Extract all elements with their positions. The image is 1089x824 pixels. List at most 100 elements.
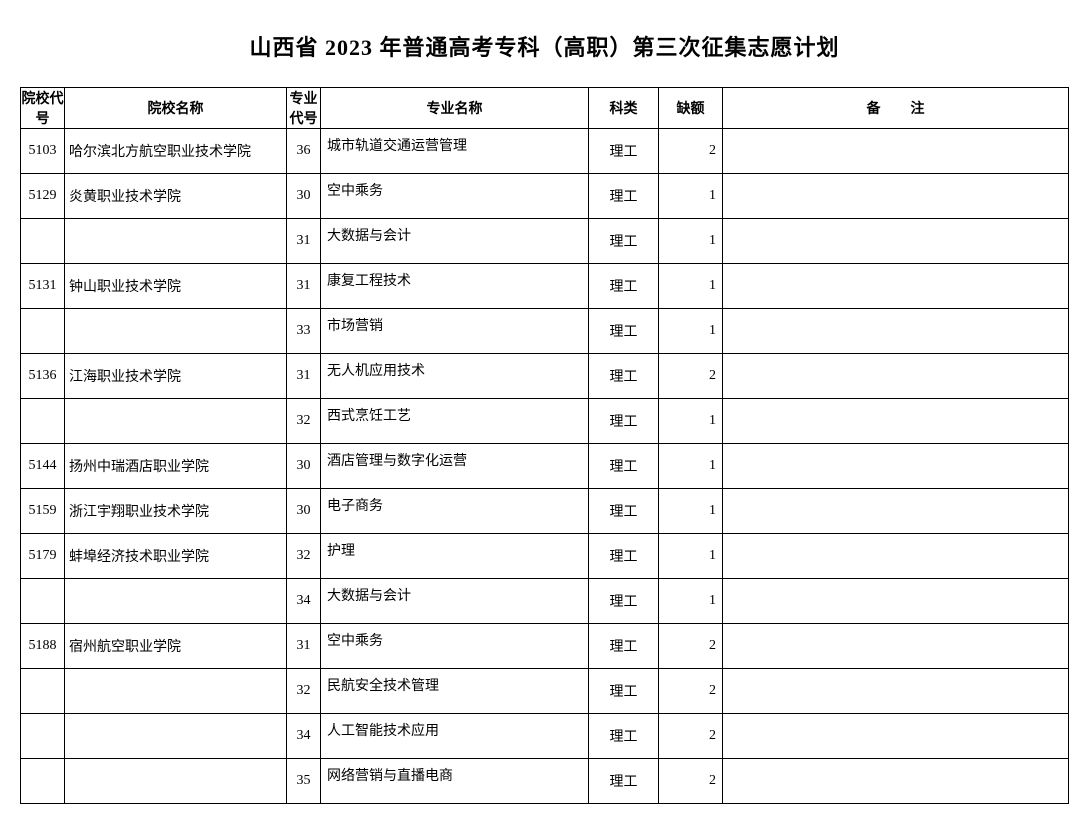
cell-school-code bbox=[21, 579, 65, 624]
cell-vacancy: 2 bbox=[659, 759, 723, 804]
cell-school-code: 5136 bbox=[21, 354, 65, 399]
cell-vacancy: 2 bbox=[659, 669, 723, 714]
table-row: 34大数据与会计理工1 bbox=[21, 579, 1069, 624]
cell-vacancy: 1 bbox=[659, 534, 723, 579]
cell-major-code: 35 bbox=[287, 759, 321, 804]
cell-major-name: 城市轨道交通运营管理 bbox=[321, 129, 589, 174]
cell-school-code: 5131 bbox=[21, 264, 65, 309]
cell-vacancy: 2 bbox=[659, 354, 723, 399]
cell-remark bbox=[723, 669, 1069, 714]
cell-category: 理工 bbox=[589, 534, 659, 579]
cell-major-code: 30 bbox=[287, 444, 321, 489]
cell-major-code: 31 bbox=[287, 264, 321, 309]
table-row: 34人工智能技术应用理工2 bbox=[21, 714, 1069, 759]
cell-category: 理工 bbox=[589, 489, 659, 534]
cell-major-code: 36 bbox=[287, 129, 321, 174]
col-header-school-code: 院校代号 bbox=[21, 88, 65, 129]
cell-remark bbox=[723, 489, 1069, 534]
cell-major-code: 31 bbox=[287, 624, 321, 669]
cell-school-code bbox=[21, 309, 65, 354]
cell-major-code: 33 bbox=[287, 309, 321, 354]
cell-vacancy: 1 bbox=[659, 174, 723, 219]
cell-school-name: 浙江宇翔职业技术学院 bbox=[65, 489, 287, 534]
page-title: 山西省 2023 年普通高考专科（高职）第三次征集志愿计划 bbox=[20, 30, 1069, 62]
cell-major-name: 康复工程技术 bbox=[321, 264, 589, 309]
cell-major-name: 酒店管理与数字化运营 bbox=[321, 444, 589, 489]
cell-vacancy: 1 bbox=[659, 444, 723, 489]
cell-school-name: 江海职业技术学院 bbox=[65, 354, 287, 399]
cell-remark bbox=[723, 444, 1069, 489]
cell-major-code: 30 bbox=[287, 489, 321, 534]
cell-category: 理工 bbox=[589, 174, 659, 219]
cell-vacancy: 1 bbox=[659, 399, 723, 444]
cell-vacancy: 1 bbox=[659, 489, 723, 534]
cell-major-name: 人工智能技术应用 bbox=[321, 714, 589, 759]
table-row: 5136江海职业技术学院31无人机应用技术理工2 bbox=[21, 354, 1069, 399]
cell-school-code bbox=[21, 399, 65, 444]
cell-vacancy: 2 bbox=[659, 714, 723, 759]
cell-major-name: 空中乘务 bbox=[321, 624, 589, 669]
table-row: 32民航安全技术管理理工2 bbox=[21, 669, 1069, 714]
cell-major-name: 民航安全技术管理 bbox=[321, 669, 589, 714]
cell-category: 理工 bbox=[589, 309, 659, 354]
cell-school-name bbox=[65, 669, 287, 714]
table-row: 33市场营销理工1 bbox=[21, 309, 1069, 354]
table-header-row: 院校代号 院校名称 专业代号 专业名称 科类 缺额 备注 bbox=[21, 88, 1069, 129]
cell-vacancy: 1 bbox=[659, 264, 723, 309]
cell-vacancy: 1 bbox=[659, 309, 723, 354]
table-row: 5159浙江宇翔职业技术学院30电子商务理工1 bbox=[21, 489, 1069, 534]
cell-major-code: 32 bbox=[287, 534, 321, 579]
cell-category: 理工 bbox=[589, 399, 659, 444]
cell-major-name: 西式烹饪工艺 bbox=[321, 399, 589, 444]
col-header-vacancy: 缺额 bbox=[659, 88, 723, 129]
cell-major-name: 护理 bbox=[321, 534, 589, 579]
cell-school-code: 5179 bbox=[21, 534, 65, 579]
cell-vacancy: 1 bbox=[659, 579, 723, 624]
cell-major-name: 大数据与会计 bbox=[321, 219, 589, 264]
plan-table: 院校代号 院校名称 专业代号 专业名称 科类 缺额 备注 5103哈尔滨北方航空… bbox=[20, 87, 1069, 804]
cell-school-code bbox=[21, 759, 65, 804]
cell-category: 理工 bbox=[589, 354, 659, 399]
cell-major-name: 电子商务 bbox=[321, 489, 589, 534]
cell-school-name bbox=[65, 714, 287, 759]
cell-remark bbox=[723, 354, 1069, 399]
cell-school-name: 宿州航空职业学院 bbox=[65, 624, 287, 669]
cell-category: 理工 bbox=[589, 669, 659, 714]
col-header-school-name: 院校名称 bbox=[65, 88, 287, 129]
cell-category: 理工 bbox=[589, 624, 659, 669]
table-row: 5129炎黄职业技术学院30空中乘务理工1 bbox=[21, 174, 1069, 219]
cell-remark bbox=[723, 309, 1069, 354]
cell-major-code: 30 bbox=[287, 174, 321, 219]
cell-major-name: 空中乘务 bbox=[321, 174, 589, 219]
cell-school-code bbox=[21, 714, 65, 759]
table-row: 5103哈尔滨北方航空职业技术学院36城市轨道交通运营管理理工2 bbox=[21, 129, 1069, 174]
col-header-major-code: 专业代号 bbox=[287, 88, 321, 129]
cell-remark bbox=[723, 174, 1069, 219]
cell-school-name bbox=[65, 399, 287, 444]
cell-major-code: 32 bbox=[287, 669, 321, 714]
cell-major-code: 31 bbox=[287, 354, 321, 399]
table-row: 5131钟山职业技术学院31康复工程技术理工1 bbox=[21, 264, 1069, 309]
col-header-major-name: 专业名称 bbox=[321, 88, 589, 129]
cell-remark bbox=[723, 129, 1069, 174]
cell-school-name: 扬州中瑞酒店职业学院 bbox=[65, 444, 287, 489]
col-header-category: 科类 bbox=[589, 88, 659, 129]
cell-school-code: 5188 bbox=[21, 624, 65, 669]
cell-vacancy: 2 bbox=[659, 624, 723, 669]
cell-category: 理工 bbox=[589, 219, 659, 264]
cell-vacancy: 2 bbox=[659, 129, 723, 174]
cell-school-code: 5159 bbox=[21, 489, 65, 534]
table-row: 5179蚌埠经济技术职业学院32护理理工1 bbox=[21, 534, 1069, 579]
cell-remark bbox=[723, 534, 1069, 579]
table-row: 35网络营销与直播电商理工2 bbox=[21, 759, 1069, 804]
cell-school-name: 炎黄职业技术学院 bbox=[65, 174, 287, 219]
cell-school-code bbox=[21, 669, 65, 714]
cell-major-code: 32 bbox=[287, 399, 321, 444]
cell-school-name: 蚌埠经济技术职业学院 bbox=[65, 534, 287, 579]
cell-category: 理工 bbox=[589, 759, 659, 804]
cell-school-code: 5144 bbox=[21, 444, 65, 489]
cell-remark bbox=[723, 759, 1069, 804]
cell-remark bbox=[723, 264, 1069, 309]
cell-category: 理工 bbox=[589, 579, 659, 624]
table-row: 32西式烹饪工艺理工1 bbox=[21, 399, 1069, 444]
